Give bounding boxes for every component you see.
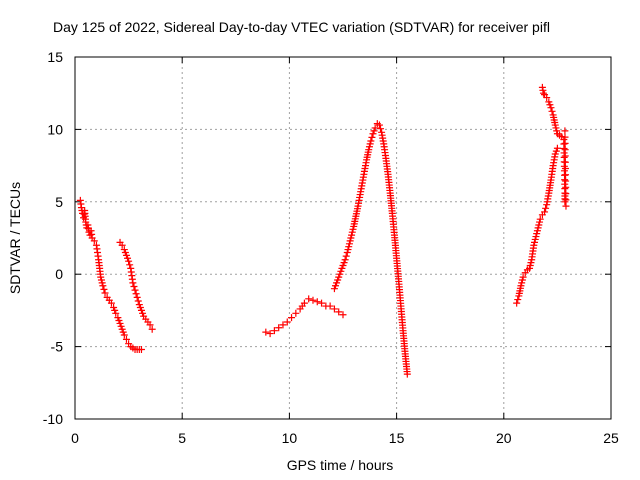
data-point <box>561 152 569 160</box>
data-point <box>513 299 521 307</box>
data-point <box>561 133 569 141</box>
data-point <box>148 325 156 333</box>
data-point <box>539 89 547 97</box>
data-point <box>129 279 137 287</box>
data-point <box>305 295 313 303</box>
data-point <box>134 297 142 305</box>
data-point <box>270 327 278 335</box>
data-point <box>547 104 555 112</box>
data-point <box>133 293 141 301</box>
data-point <box>131 286 139 294</box>
y-tick-label: 0 <box>55 266 63 282</box>
data-point <box>375 121 383 129</box>
x-tick-label: 25 <box>603 430 619 446</box>
chart-title: Day 125 of 2022, Sidereal Day-to-day VTE… <box>53 19 550 35</box>
data-point <box>553 144 561 152</box>
data-point <box>548 107 556 115</box>
axis-ticks: 0 5 10 15 20 25 -10 -5 0 5 10 15 <box>43 49 619 446</box>
data-point <box>543 94 551 102</box>
series-arc-4 <box>330 120 411 378</box>
data-point <box>403 370 411 378</box>
data-point <box>341 256 349 264</box>
data-point <box>339 311 347 319</box>
x-tick-label: 0 <box>71 430 79 446</box>
data-point <box>288 314 296 322</box>
series-arc-1 <box>76 196 145 353</box>
data-point <box>120 331 128 339</box>
data-point <box>126 261 134 269</box>
data-point <box>562 171 570 179</box>
data-point <box>562 196 570 204</box>
data-point <box>279 321 287 329</box>
data-point <box>335 308 343 316</box>
data-point <box>342 252 350 260</box>
data-point <box>283 318 291 326</box>
plot-frame <box>74 56 612 420</box>
data-point <box>100 285 108 293</box>
data-point <box>137 345 145 353</box>
data-point <box>542 204 550 212</box>
y-tick-label: 15 <box>47 49 63 65</box>
data-point <box>326 302 334 310</box>
data-point <box>262 328 270 336</box>
series-arc-2 <box>116 238 156 333</box>
data-point <box>562 183 570 191</box>
data-point <box>118 241 126 249</box>
data-point <box>292 309 300 317</box>
data-point <box>132 290 140 298</box>
data-point <box>368 133 376 141</box>
y-tick-label: 5 <box>55 194 63 210</box>
data-point <box>561 164 569 172</box>
data-point <box>318 299 326 307</box>
data-point <box>90 237 98 245</box>
y-tick-label: -5 <box>51 339 64 355</box>
data-point <box>107 299 115 307</box>
data-point <box>313 298 321 306</box>
data-point <box>300 299 308 307</box>
data-point <box>101 289 109 297</box>
y-tick-label: -10 <box>43 411 63 427</box>
data-point <box>562 177 570 185</box>
y-axis-label: SDTVAR / TECUs <box>7 182 23 294</box>
data-point <box>367 137 375 145</box>
data-point <box>371 124 379 132</box>
data-point <box>125 257 133 265</box>
data-point <box>309 296 317 304</box>
data-point <box>541 208 549 216</box>
x-axis-label: GPS time / hours <box>287 457 394 473</box>
data-point <box>99 282 107 290</box>
data-point <box>562 190 570 198</box>
x-tick-label: 15 <box>389 430 405 446</box>
data-point <box>561 127 569 135</box>
series-arc-6 <box>538 83 570 210</box>
data-point <box>562 202 570 210</box>
data-point <box>146 321 154 329</box>
data-point <box>519 273 527 281</box>
data-point <box>561 158 569 166</box>
series-arc-3 <box>262 295 347 338</box>
data-point <box>122 335 130 343</box>
series-arc-5 <box>513 144 561 307</box>
x-tick-label: 5 <box>178 430 186 446</box>
data-point <box>561 146 569 154</box>
y-tick-label: 10 <box>47 121 63 137</box>
x-tick-label: 10 <box>282 430 298 446</box>
data-point <box>112 309 120 317</box>
data-point <box>514 296 522 304</box>
data-point <box>536 215 544 223</box>
data-point <box>561 139 569 147</box>
data-point <box>377 125 385 133</box>
data-point <box>130 283 138 291</box>
data-series <box>76 83 570 378</box>
data-point <box>275 324 283 332</box>
data-point <box>330 305 338 313</box>
x-tick-label: 20 <box>496 430 512 446</box>
data-point <box>266 330 274 338</box>
